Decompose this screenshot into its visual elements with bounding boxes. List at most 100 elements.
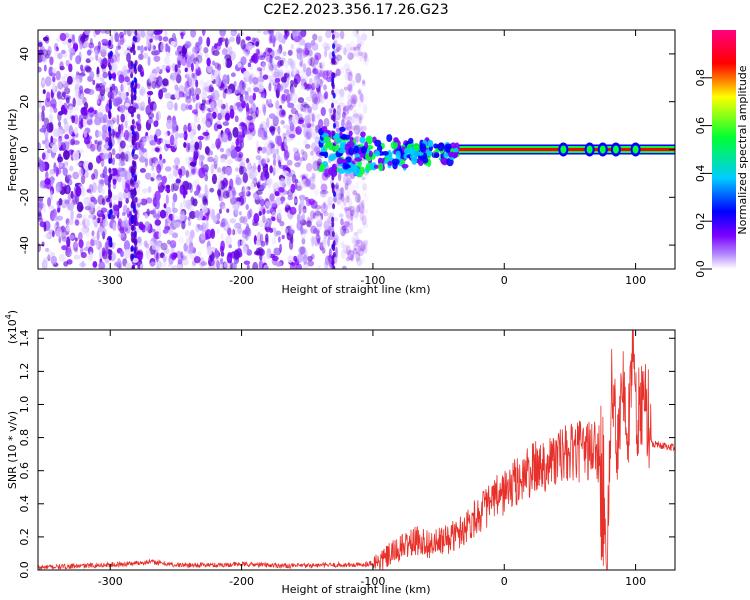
heatmap-cell bbox=[121, 211, 126, 217]
heatmap-cell bbox=[45, 247, 50, 252]
heatmap-cell bbox=[86, 113, 93, 124]
heatmap-cell bbox=[153, 120, 159, 128]
heatmap-cell bbox=[207, 94, 215, 100]
heatmap-cell bbox=[262, 214, 266, 224]
heatmap-streak bbox=[131, 196, 135, 203]
heatmap-cell bbox=[297, 119, 305, 125]
heatmap-cell bbox=[82, 96, 87, 106]
signal-blob bbox=[319, 163, 326, 171]
heatmap-cell bbox=[301, 213, 306, 223]
heatmap-cell bbox=[336, 43, 342, 52]
heatmap-cell bbox=[280, 120, 285, 125]
heatmap-cell bbox=[218, 170, 225, 181]
heatmap-cell bbox=[153, 49, 161, 56]
heatmap-cell bbox=[144, 46, 148, 51]
heatmap-cell bbox=[349, 41, 356, 48]
signal-blob bbox=[437, 142, 445, 152]
heatmap-cell bbox=[363, 192, 369, 203]
heatmap-cell bbox=[290, 183, 296, 194]
heatmap-cell bbox=[278, 109, 287, 118]
heatmap-cell bbox=[315, 113, 321, 120]
heatmap-cell bbox=[243, 187, 247, 192]
heatmap-cell bbox=[113, 167, 118, 176]
heatmap-cell bbox=[297, 30, 305, 40]
signal-blob bbox=[368, 150, 373, 158]
heatmap-cell bbox=[221, 48, 228, 56]
heatmap-cell bbox=[159, 252, 165, 259]
heatmap-cell bbox=[257, 146, 263, 151]
heatmap-cell bbox=[38, 111, 43, 122]
heatmap-cell bbox=[171, 122, 177, 134]
signal-blob bbox=[340, 134, 347, 140]
heatmap-cell bbox=[52, 82, 56, 93]
heatmap-streak bbox=[130, 72, 134, 79]
heatmap-cell bbox=[190, 62, 194, 73]
heatmap-cell bbox=[300, 30, 307, 38]
heatmap-cell bbox=[222, 89, 227, 99]
heatmap-cell bbox=[290, 236, 294, 244]
heatmap-cell bbox=[38, 159, 41, 164]
heatmap-cell bbox=[225, 112, 230, 121]
heatmap-cell bbox=[350, 79, 356, 87]
heatmap-cell bbox=[276, 48, 282, 54]
chart-title: C2E2.2023.356.17.26.G23 bbox=[263, 2, 448, 18]
heatmap-cell bbox=[197, 193, 202, 199]
heatmap-cell bbox=[175, 73, 182, 84]
heatmap-streak bbox=[331, 30, 335, 34]
heatmap-cell bbox=[345, 256, 351, 262]
heatmap-cell bbox=[260, 175, 263, 181]
heatmap-cell bbox=[268, 82, 272, 92]
heatmap-cell bbox=[291, 93, 298, 104]
heatmap-cell bbox=[241, 100, 246, 109]
heatmap-cell bbox=[223, 261, 229, 269]
heatmap-cell bbox=[255, 48, 260, 55]
heatmap-cell bbox=[296, 220, 303, 231]
heatmap-cell bbox=[235, 138, 240, 146]
heatmap-cell bbox=[310, 236, 316, 244]
heatmap-cell bbox=[157, 74, 162, 80]
heatmap-streak bbox=[108, 175, 112, 182]
heatmap-cell bbox=[299, 174, 307, 179]
heatmap-cell bbox=[266, 135, 271, 143]
heatmap-y-ticks: -40 -20 0 20 40 bbox=[18, 47, 675, 254]
heatmap-cell bbox=[304, 114, 311, 125]
heatmap-cell bbox=[243, 94, 250, 103]
heatmap-cell bbox=[202, 131, 210, 137]
heatmap-cell bbox=[188, 77, 195, 88]
heatmap-cell bbox=[155, 128, 162, 137]
heatmap-cell bbox=[290, 107, 297, 115]
heatmap-cell bbox=[252, 53, 258, 63]
snr-marks bbox=[38, 330, 675, 570]
heatmap-cell bbox=[238, 211, 242, 216]
heatmap-cell bbox=[200, 261, 208, 266]
heatmap-cell bbox=[100, 77, 105, 82]
heatmap-cell bbox=[342, 228, 350, 234]
heatmap-cell bbox=[234, 115, 239, 123]
heatmap-cell bbox=[230, 230, 234, 235]
heatmap-cell bbox=[345, 244, 351, 256]
heatmap-cell bbox=[152, 172, 156, 179]
heatmap-cell bbox=[128, 210, 132, 217]
heatmap-cell bbox=[119, 125, 124, 132]
heatmap-cell bbox=[109, 92, 115, 100]
heatmap-cell bbox=[298, 38, 306, 46]
heatmap-streak bbox=[331, 255, 335, 262]
heatmap-cell bbox=[228, 46, 233, 56]
heatmap-cell bbox=[58, 162, 65, 170]
heatmap-cell bbox=[312, 212, 316, 219]
heatmap-cell bbox=[183, 251, 191, 260]
heatmap-cell bbox=[191, 46, 198, 57]
heatmap-cell bbox=[349, 222, 354, 233]
heatmap-cell bbox=[324, 260, 329, 269]
heatmap-streak bbox=[332, 245, 336, 252]
signal-blob bbox=[400, 159, 406, 165]
heatmap-cell bbox=[215, 138, 221, 149]
heatmap-cell bbox=[156, 164, 162, 174]
heatmap-cell bbox=[339, 192, 343, 199]
heatmap-cell bbox=[49, 106, 54, 114]
heatmap-cell bbox=[47, 148, 52, 154]
heatmap-cell bbox=[355, 239, 363, 245]
signal-blob bbox=[444, 143, 452, 150]
heatmap-cell bbox=[113, 62, 118, 73]
heatmap-cell bbox=[174, 131, 179, 140]
